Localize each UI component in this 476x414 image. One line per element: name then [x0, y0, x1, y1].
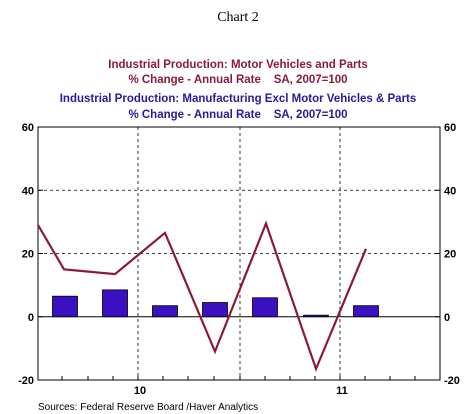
x-year-label: 11	[336, 385, 348, 397]
legend-series-1-subtitle: % Change - Annual Rate SA, 2007=100	[128, 74, 347, 86]
bar	[303, 314, 329, 318]
bar	[52, 295, 78, 318]
y-tick-label-right: 20	[444, 249, 456, 261]
y-tick-label-right: 60	[444, 122, 456, 134]
chart-title: Chart 2	[217, 10, 259, 25]
y-tick-label-left: -20	[18, 375, 34, 387]
plot-area: 60 60 40 40 20 20 0 0 -20 -20 10 11	[18, 122, 460, 397]
y-tick-label-left: 40	[22, 185, 34, 197]
legend-series-2-name: Industrial Production: Manufacturing Exc…	[60, 93, 417, 105]
bar	[102, 289, 128, 318]
bar	[202, 302, 228, 318]
y-tick-label-left: 60	[22, 122, 34, 134]
x-year-label: 10	[134, 385, 146, 397]
y-tick-label-left: 0	[28, 312, 34, 324]
bar	[152, 305, 178, 318]
series-line-motor-vehicles	[37, 220, 368, 372]
y-tick-label-left: 20	[22, 249, 34, 261]
legend-series-2-subtitle: % Change - Annual Rate SA, 2007=100	[128, 109, 347, 121]
y-tick-label-right: 0	[444, 312, 450, 324]
source-note: Sources: Federal Reserve Board /Haver An…	[38, 402, 258, 413]
y-tick-label-right: -20	[444, 375, 460, 387]
legend-series-1-name: Industrial Production: Motor Vehicles an…	[108, 59, 367, 71]
y-tick-label-right: 40	[444, 185, 456, 197]
bar	[252, 297, 278, 318]
bar	[353, 305, 379, 318]
